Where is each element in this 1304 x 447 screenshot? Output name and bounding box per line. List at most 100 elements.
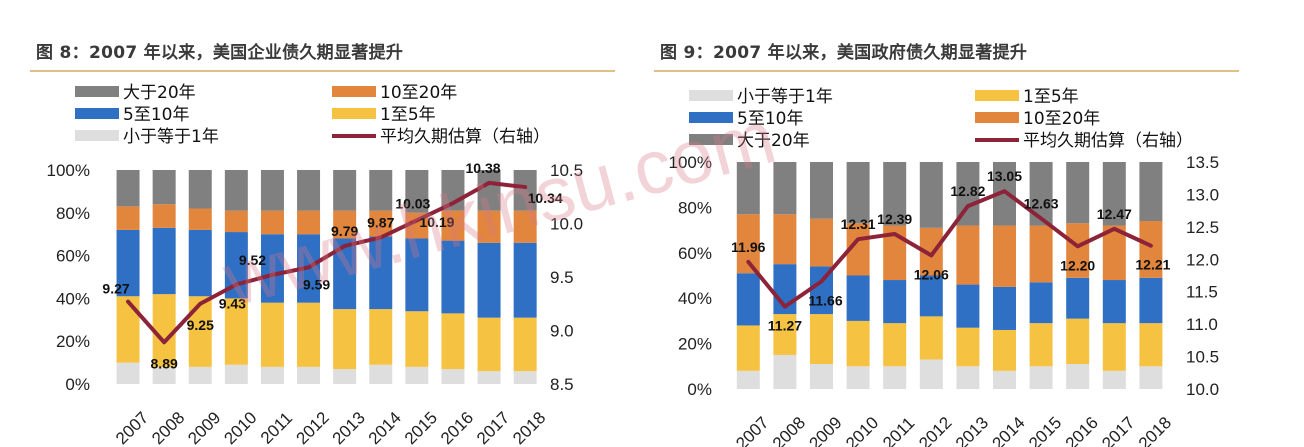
y-tick-label: 100% [669, 153, 712, 172]
bar-segment [477, 371, 501, 384]
bar-stack-2016 [441, 170, 465, 384]
bar-stack-2017 [1102, 162, 1126, 389]
bar-segment [188, 229, 212, 297]
bar-segment [1139, 323, 1163, 367]
x-tick-label: 2012 [915, 413, 955, 447]
line-data-label: 9.27 [102, 281, 129, 297]
y-tick-label: 60% [56, 247, 90, 266]
bar-stack-2011 [883, 162, 907, 389]
y-tick-label: 20% [56, 332, 90, 351]
legend-item: 10至20年 [332, 83, 457, 103]
legend-label: 5至10年 [123, 105, 189, 125]
bar-segment [152, 170, 176, 205]
line-data-label: 12.82 [950, 183, 985, 199]
bar-segment [993, 286, 1016, 330]
x-tick-label: 2018 [509, 408, 549, 447]
line-data-label: 10.19 [419, 214, 454, 230]
bar-segment [513, 242, 537, 318]
bar-segment [224, 170, 248, 211]
bar-segment [1102, 370, 1126, 389]
line-data-label: 13.05 [987, 168, 1022, 184]
line-data-label: 11.96 [731, 239, 765, 255]
bar-segment [919, 275, 943, 317]
bar-segment [297, 170, 321, 211]
bar-stack-2013 [956, 162, 980, 389]
line-data-label: 12.63 [1024, 195, 1059, 211]
bar-segment [810, 218, 833, 267]
bar-stack-2009 [810, 162, 833, 389]
y2-tick-label: 9.5 [550, 268, 574, 287]
legend-label: 大于20年 [737, 131, 810, 151]
x-tick-label: 2015 [401, 408, 441, 447]
bar-segment [846, 366, 870, 389]
bar-segment [152, 227, 176, 295]
bar-segment [188, 366, 212, 384]
bar-stack-2007 [736, 162, 760, 389]
bar-segment [736, 273, 760, 326]
bar-segment [1066, 277, 1090, 319]
x-tick-label: 2013 [952, 413, 992, 447]
bar-segment [513, 170, 537, 211]
legend-swatch [332, 86, 376, 97]
bar-segment [513, 317, 537, 372]
bar-stack-2007 [116, 170, 140, 384]
bar-stack-2012 [919, 162, 943, 389]
y2-tick-label: 8.5 [550, 375, 574, 394]
y2-tick-label: 13.0 [1186, 185, 1219, 204]
bar-segment [1139, 221, 1163, 278]
bar-segment [116, 362, 140, 384]
line-data-label: 9.59 [303, 276, 330, 292]
x-tick-label: 2013 [329, 408, 369, 447]
bar-segment [333, 309, 357, 370]
x-tick-label: 2010 [842, 413, 882, 447]
x-tick-label: 2016 [437, 408, 477, 447]
bar-segment [993, 225, 1016, 287]
x-tick-label: 2011 [879, 413, 918, 447]
bar-segment [1102, 280, 1126, 324]
bar-stack-2009 [188, 170, 212, 384]
x-tick-label: 2017 [1098, 413, 1138, 447]
bar-segment [260, 234, 284, 303]
x-tick-label: 2012 [293, 408, 333, 447]
bar-stack-2016 [1066, 162, 1090, 389]
bar-segment [810, 266, 833, 315]
legend-item: 平均久期估算（右轴） [332, 127, 550, 147]
bar-stack-2013 [333, 170, 357, 384]
line-data-label: 9.43 [219, 295, 246, 311]
legend-item: 平均久期估算（右轴） [975, 131, 1193, 151]
bar-segment [224, 210, 248, 233]
x-tick-label: 2010 [220, 408, 260, 447]
legend-item: 小于等于1年 [689, 87, 833, 107]
bar-segment [736, 214, 760, 274]
bar-segment [369, 309, 393, 365]
bar-segment [993, 370, 1016, 389]
line-data-label: 9.25 [187, 317, 214, 333]
bar-segment [405, 366, 429, 384]
x-tick-label: 2007 [112, 408, 152, 447]
bar-segment [736, 325, 760, 371]
line-data-label: 9.87 [367, 214, 394, 230]
bar-segment [260, 210, 284, 235]
bar-segment [1029, 225, 1053, 283]
bar-segment [152, 366, 176, 384]
bar-segment [810, 314, 833, 365]
bar-segment [736, 162, 760, 215]
y2-tick-label: 12.0 [1186, 250, 1219, 269]
y-tick-label: 20% [678, 335, 712, 354]
chart-panel-corporate: 图 8：2007 年以来，美国企业债久期显著提升 大于20年 10至20年 5至10… [20, 0, 640, 447]
bar-segment [846, 223, 870, 276]
y2-tick-label: 10.0 [1186, 380, 1219, 399]
bar-segment [477, 170, 501, 211]
y2-tick-label: 10.0 [550, 215, 583, 234]
legend-label: 1至5年 [380, 105, 436, 125]
legend-swatch [75, 108, 119, 119]
bar-segment [369, 364, 393, 384]
bar-segment [919, 316, 943, 360]
bar-stack-2018 [1139, 162, 1163, 389]
bar-segment [224, 364, 248, 384]
bar-segment [993, 162, 1016, 226]
x-tick-label: 2014 [365, 408, 405, 447]
bar-segment [333, 238, 357, 310]
average-duration-line [746, 189, 1153, 309]
